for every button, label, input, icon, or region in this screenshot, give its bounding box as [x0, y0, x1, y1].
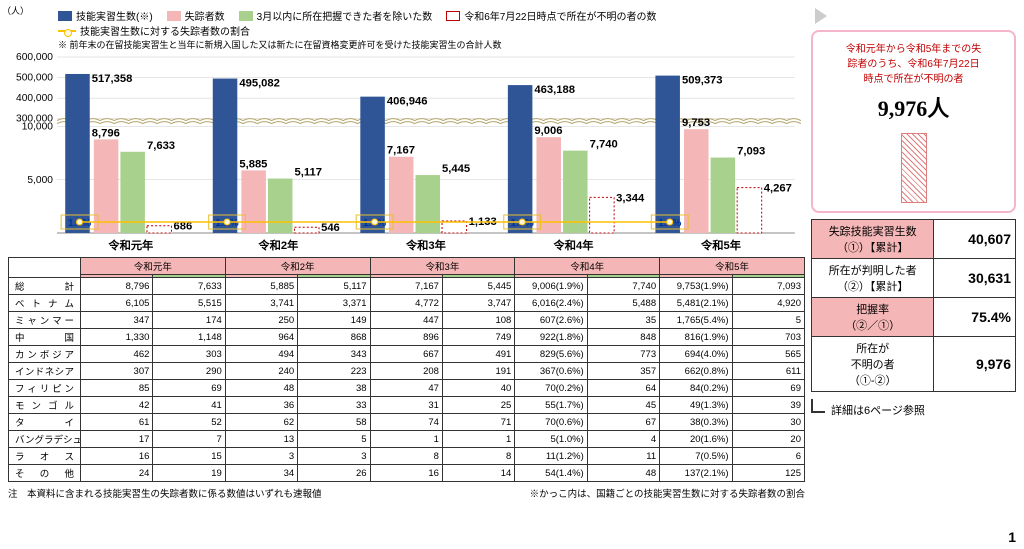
svg-text:令和5年: 令和5年	[700, 238, 741, 252]
svg-text:517,358: 517,358	[92, 73, 133, 85]
svg-text:8,796: 8,796	[92, 128, 120, 140]
svg-text:500,000: 500,000	[16, 73, 53, 84]
footnote-right: ※かっこ内は、国籍ごとの技能実習生数に対する失踪者数の割合	[530, 486, 805, 500]
svg-text:463,188: 463,188	[534, 84, 575, 96]
svg-text:令和4年: 令和4年	[552, 238, 593, 252]
page-number: 1	[1008, 529, 1016, 545]
legend-line: 技能実習生数に対する失踪者数の割合	[80, 23, 250, 38]
callout-line1: 令和元年から令和5年までの失	[821, 40, 1006, 55]
svg-text:5,885: 5,885	[239, 158, 267, 170]
callout-mini-bar	[901, 133, 927, 203]
legend-blue: 技能実習生数(※)	[76, 8, 153, 23]
footnote-left: 注 本資料に含まれる技能実習生の失踪者数に係る数値はいずれも速報値	[8, 486, 322, 500]
svg-text:5,000: 5,000	[27, 175, 53, 186]
svg-text:7,167: 7,167	[387, 145, 415, 157]
legend-red: 令和6年7月22日時点で所在が不明の者の数	[464, 8, 656, 23]
bar-chart: 600,000500,000400,000300,00010,0005,0005…	[8, 53, 805, 253]
svg-text:400,000: 400,000	[16, 93, 53, 104]
svg-text:546: 546	[321, 222, 340, 234]
legend-swatch-green	[239, 11, 253, 21]
svg-text:令和3年: 令和3年	[405, 238, 446, 252]
legend-note: ※ 前年末の在留技能実習生と当年に新規入国した又は新たに在留資格変更許可を受けた…	[58, 38, 805, 51]
svg-text:600,000: 600,000	[16, 53, 53, 63]
svg-text:3,344: 3,344	[616, 193, 645, 205]
svg-text:7,093: 7,093	[737, 146, 765, 158]
callout-big-number: 9,976人	[821, 91, 1006, 123]
callout-box: 令和元年から令和5年までの失 踪者のうち、令和6年7月22日 時点で所在が不明の…	[811, 30, 1016, 213]
svg-text:5,117: 5,117	[295, 167, 322, 179]
svg-text:令和元年: 令和元年	[107, 238, 153, 252]
legend: 技能実習生数(※) 失踪者数 3月以内に所在把握できた者を除いた数 令和6年7月…	[58, 8, 805, 23]
arrow-icon	[815, 8, 827, 24]
svg-text:7,633: 7,633	[147, 140, 175, 152]
svg-text:7,740: 7,740	[590, 139, 618, 151]
svg-text:10,000: 10,000	[22, 122, 54, 133]
svg-text:406,946: 406,946	[387, 96, 428, 108]
svg-text:495,082: 495,082	[239, 78, 280, 90]
svg-text:5,445: 5,445	[442, 163, 470, 175]
y-axis-label: （人）	[2, 4, 29, 17]
l-arrow-icon	[811, 399, 825, 413]
callout-line2: 踪者のうち、令和6年7月22日	[821, 55, 1006, 70]
detail-ref: 詳細は6ページ参照	[811, 402, 1016, 418]
svg-text:令和2年: 令和2年	[257, 238, 298, 252]
data-table: 令和元年令和2年令和3年令和4年令和5年総 計8,7967,6335,8855,…	[8, 257, 805, 482]
callout-line3: 時点で所在が不明の者	[821, 70, 1006, 85]
svg-text:9,006: 9,006	[534, 125, 562, 137]
legend-pink: 失踪者数	[185, 8, 225, 23]
legend-swatch-blue	[58, 11, 72, 21]
legend-line-swatch	[58, 30, 76, 32]
svg-text:509,373: 509,373	[682, 75, 723, 87]
legend-green: 3月以内に所在把握できた者を除いた数	[257, 8, 433, 23]
svg-text:9,753: 9,753	[682, 117, 710, 129]
svg-text:4,267: 4,267	[764, 183, 792, 195]
legend-swatch-pink	[167, 11, 181, 21]
legend-swatch-red	[446, 11, 460, 21]
summary-table: 失踪技能実習生数（①）【累計】40,607所在が判明した者（②）【累計】30,6…	[811, 219, 1016, 392]
